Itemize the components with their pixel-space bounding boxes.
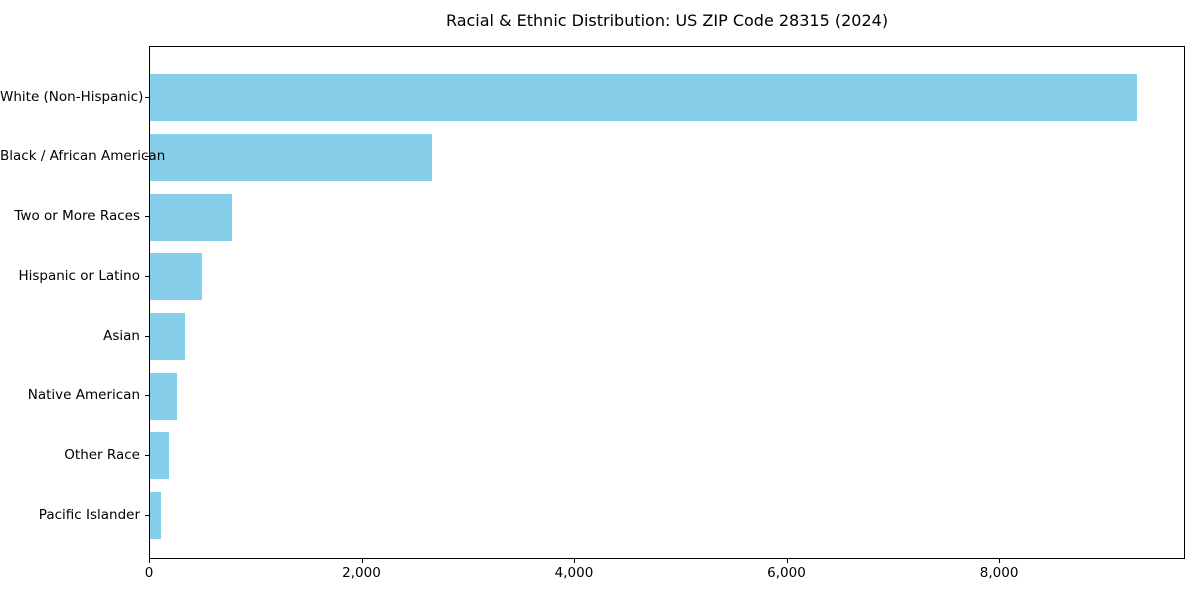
bar-two-or-more-races — [150, 193, 232, 241]
x-tick-mark — [999, 559, 1001, 563]
bar-other-race — [150, 432, 169, 480]
y-tick-mark — [145, 514, 149, 516]
x-tick-label: 6,000 — [767, 565, 806, 581]
bar-hispanic-or-latino — [150, 253, 202, 301]
y-tick-label: Other Race — [64, 446, 140, 463]
y-tick-label: Black / African American — [0, 148, 166, 165]
y-tick-mark — [145, 335, 149, 337]
x-tick-mark — [149, 559, 150, 563]
x-tick-label: 0 — [144, 565, 154, 581]
plot-area — [149, 46, 1185, 559]
y-tick-label: White (Non-Hispanic) — [0, 88, 144, 105]
bar-pacific-islander — [150, 492, 162, 540]
x-tick-mark — [786, 559, 788, 563]
bar-black-african-american — [150, 133, 432, 181]
y-tick-mark — [145, 454, 149, 456]
y-tick-label: Asian — [103, 327, 140, 344]
x-tick-mark — [361, 559, 363, 563]
x-tick-label: 4,000 — [554, 565, 594, 581]
y-tick-mark — [145, 275, 149, 277]
bar-white-non-hispanic — [150, 74, 1138, 121]
x-tick-label: 8,000 — [979, 565, 1019, 581]
y-tick-label: Two or More Races — [14, 208, 140, 224]
y-tick-label: Pacific Islander — [38, 506, 140, 523]
bar-asian — [150, 313, 186, 360]
x-tick-label: 2,000 — [342, 565, 381, 581]
y-tick-mark — [145, 96, 149, 98]
y-tick-label: Hispanic or Latino — [18, 267, 140, 284]
y-tick-mark — [145, 156, 149, 158]
chart-title: Racial & Ethnic Distribution: US ZIP Cod… — [445, 11, 889, 30]
y-tick-mark — [145, 395, 149, 397]
bar-native-american — [150, 372, 178, 420]
y-tick-label: Native American — [27, 387, 140, 404]
x-tick-mark — [574, 559, 575, 563]
y-tick-mark — [145, 216, 149, 217]
